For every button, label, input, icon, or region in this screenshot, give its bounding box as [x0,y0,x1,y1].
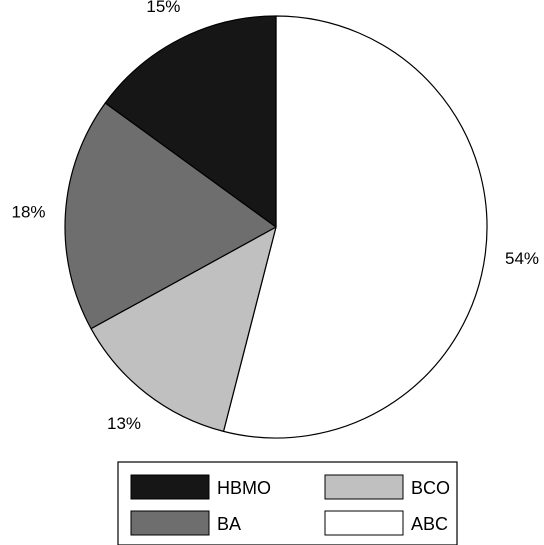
slice-label-hbmo: 15% [146,0,180,16]
legend-swatch-abc [324,510,404,536]
slice-label-ba: 18% [11,202,45,221]
legend-swatch-bco [324,474,404,500]
legend-label-hbmo: HBMO [217,478,271,498]
legend-label-bco: BCO [411,478,450,498]
pie-value-labels: 54% 13% 18% 15% [11,0,539,433]
pie-slice-hbmo [104,15,277,228]
legend-swatch-hbmo [130,474,210,500]
legend-swatch-ba [130,510,210,536]
pie-slices [64,15,488,439]
slice-label-bco: 13% [107,414,141,433]
pie-slice-ba [64,102,277,330]
legend-label-ba: BA [217,514,241,534]
legend-label-abc: ABC [411,514,448,534]
slice-label-abc: 54% [505,249,539,268]
legend: HBMO BCO BA ABC [117,461,458,545]
pie-slice-abc [222,15,488,439]
pie-slice-bco [90,226,277,432]
